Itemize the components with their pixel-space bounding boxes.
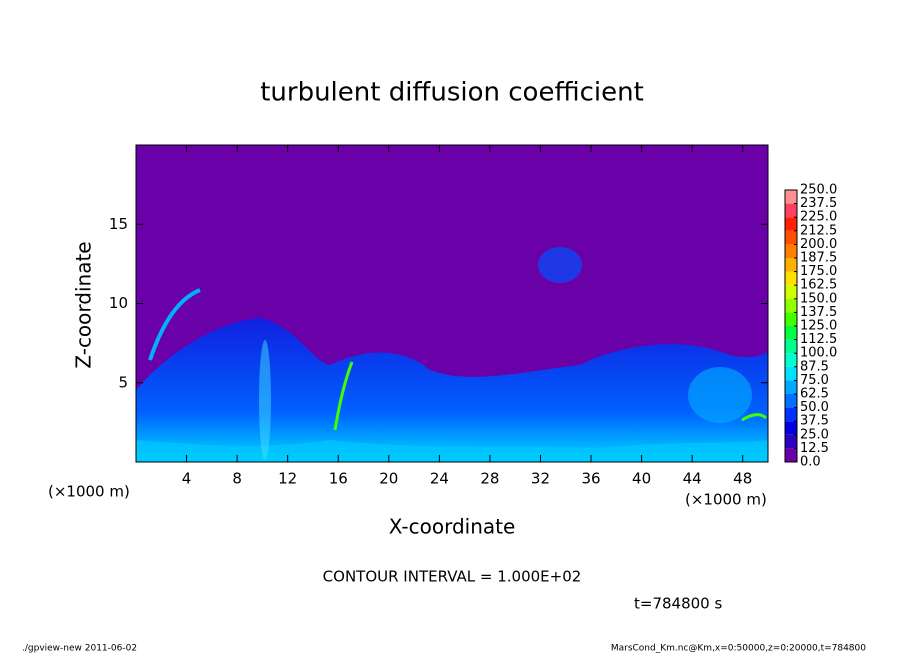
- footer: MarsCond_Km.nc@Km,x=0:50000,z=0:20000,t=…: [611, 644, 866, 654]
- field: [136, 145, 768, 462]
- colorbar-label: 212.5: [800, 223, 837, 238]
- colorbar-band: [785, 380, 797, 394]
- colorbar-label: 112.5: [800, 332, 837, 347]
- colorbar-band: [785, 217, 797, 231]
- colorbar-band: [785, 394, 797, 408]
- colorbar-label: 37.5: [800, 414, 829, 429]
- colorbar-band: [785, 407, 797, 422]
- colorbar-label: 162.5: [800, 278, 837, 293]
- x-unit: (×1000 m): [48, 483, 130, 501]
- colorbar-label: 87.5: [800, 359, 829, 374]
- colorbar-label: 75.0: [800, 373, 829, 388]
- colorbar-band: [785, 434, 797, 449]
- colorbar-label: 12.5: [800, 441, 829, 456]
- x-tick-label: 16: [329, 470, 348, 488]
- x-axis-title: X-coordinate: [389, 515, 516, 539]
- colorbar-band: [785, 421, 797, 435]
- x-tick-label: 28: [480, 470, 499, 488]
- x-tick-label: 12: [278, 470, 297, 488]
- eddy: [688, 367, 752, 423]
- x-tick-label: 8: [232, 470, 242, 488]
- colorbar-band: [785, 353, 797, 367]
- colorbar-band: [785, 448, 797, 462]
- colorbar-band: [785, 298, 797, 313]
- turbulent-layer: [136, 318, 768, 462]
- colorbar-band: [785, 230, 797, 245]
- colorbar-band: [785, 312, 797, 326]
- eddy: [259, 340, 271, 460]
- x-tick-label: 20: [379, 470, 398, 488]
- x-unit: (×1000 m): [685, 491, 767, 509]
- colorbar-label: 137.5: [800, 305, 837, 320]
- plume: [741, 413, 768, 422]
- colorbar-band: [785, 271, 797, 286]
- surface-layer: [136, 440, 768, 462]
- plume: [333, 361, 354, 431]
- colorbar-band: [785, 326, 797, 340]
- x-tick-label: 44: [683, 470, 702, 488]
- colorbar-label: 125.0: [800, 319, 837, 334]
- colorbar-label: 50.0: [800, 400, 829, 415]
- time-label: t=784800 s: [634, 595, 722, 613]
- colorbar-band: [785, 339, 797, 354]
- colorbar-band: [785, 244, 797, 258]
- colorbar-band: [785, 190, 797, 204]
- colorbar-label: 175.0: [800, 264, 837, 279]
- colorbar-band: [785, 285, 797, 299]
- colorbar-label: 237.5: [800, 196, 837, 211]
- colorbar-label: 200.0: [800, 237, 837, 252]
- x-tick-label: 4: [182, 470, 192, 488]
- eddy: [538, 247, 582, 283]
- x-tick-label: 24: [430, 470, 449, 488]
- colorbar-band: [785, 366, 797, 381]
- x-tick-label: 48: [733, 470, 752, 488]
- y-tick-label: 10: [109, 294, 128, 312]
- x-tick-label: 40: [632, 470, 651, 488]
- colorbar-label: 62.5: [800, 387, 829, 402]
- colorbar-band: [785, 203, 797, 218]
- contour-interval: CONTOUR INTERVAL = 1.000E+02: [323, 568, 582, 586]
- colorbar-label: 250.0: [800, 183, 837, 198]
- colorbar-label: 0.0: [800, 455, 821, 470]
- footer: ./gpview-new 2011-06-02: [22, 644, 137, 654]
- colorbar-band: [785, 258, 797, 272]
- x-tick-label: 32: [531, 470, 550, 488]
- y-axis-title: Z-coordinate: [72, 241, 96, 368]
- y-tick-label: 15: [109, 215, 128, 233]
- colorbar-label: 100.0: [800, 346, 837, 361]
- x-tick-label: 36: [581, 470, 600, 488]
- colorbar-label: 187.5: [800, 251, 837, 266]
- colorbar-label: 225.0: [800, 210, 837, 225]
- y-tick-label: 5: [118, 373, 128, 391]
- colorbar-label: 25.0: [800, 427, 829, 442]
- colorbar-label: 150.0: [800, 291, 837, 306]
- chart-title: turbulent diffusion coefficient: [260, 78, 644, 108]
- plume: [148, 288, 201, 361]
